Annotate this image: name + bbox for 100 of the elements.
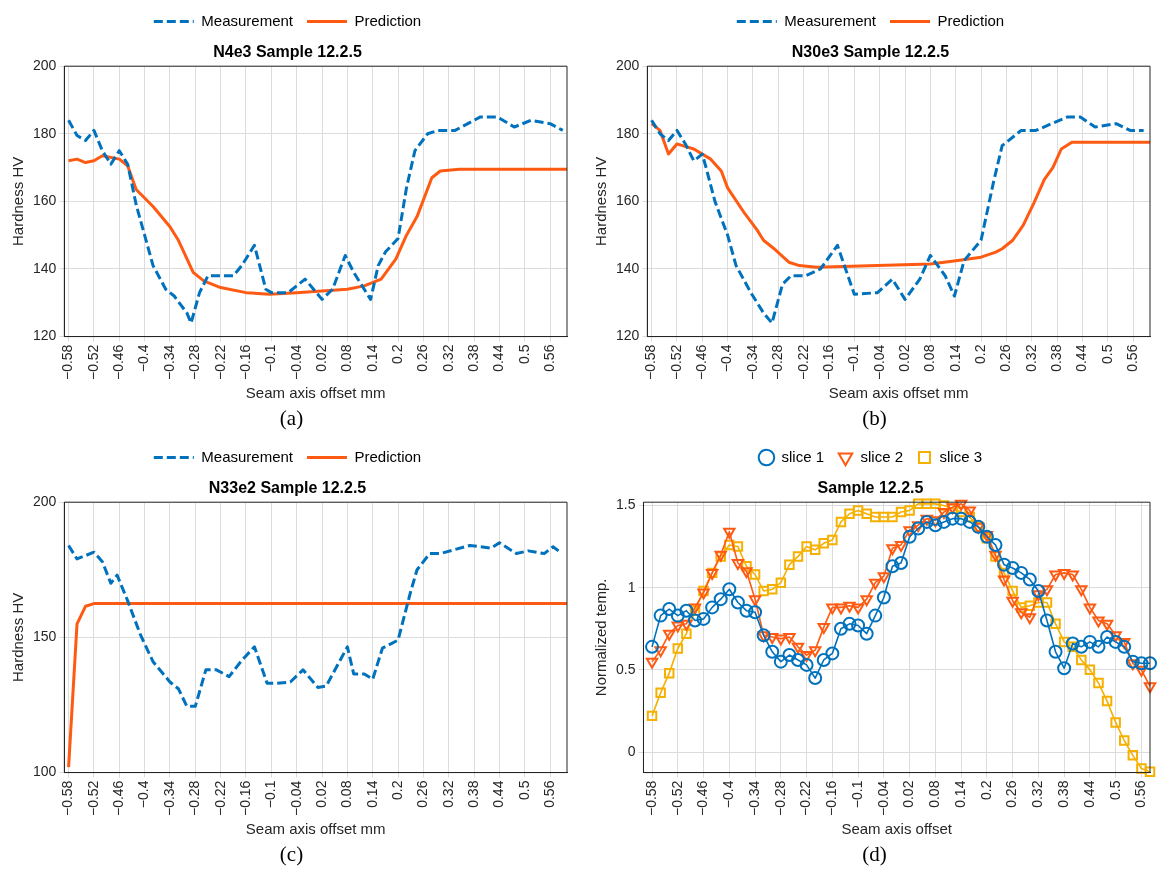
x-tick-label: −0.58 — [59, 344, 76, 381]
point — [877, 572, 891, 584]
point — [1032, 590, 1045, 602]
point — [1117, 639, 1132, 654]
point — [1015, 602, 1027, 613]
point — [645, 657, 659, 669]
point — [687, 613, 702, 628]
legend-label: slice 2 — [860, 447, 904, 465]
x-tick-label: 0.08 — [338, 344, 355, 372]
legend-label: Prediction — [354, 11, 422, 29]
x-tick-label: −0.22 — [797, 780, 814, 817]
point — [1065, 636, 1080, 651]
y-axis-title: Hardness HV — [592, 156, 610, 246]
point — [783, 632, 796, 644]
x-tick-label: 0.14 — [363, 344, 380, 372]
point — [1092, 616, 1105, 628]
point — [928, 518, 943, 533]
x-tick-label: −0.52 — [668, 780, 685, 817]
line-series — [650, 115, 1146, 325]
point — [1024, 600, 1036, 611]
point — [861, 508, 872, 519]
point — [886, 544, 899, 556]
point — [1126, 659, 1140, 671]
x-tick-label: 0.5 — [1098, 344, 1115, 365]
point — [713, 592, 728, 607]
point — [870, 511, 881, 523]
x-tick-label: −0.16 — [823, 780, 840, 817]
line-series — [67, 541, 561, 708]
point — [843, 601, 856, 613]
point — [741, 561, 752, 572]
x-axis-title: Seam axis offset — [841, 820, 953, 838]
y-tick-label: 1.5 — [615, 496, 636, 513]
y-axis-title: Hardness HV — [9, 592, 27, 682]
x-tick-label: −0.28 — [769, 344, 786, 381]
point — [1006, 596, 1019, 608]
point — [945, 511, 960, 526]
point — [903, 526, 916, 538]
point — [998, 567, 1010, 579]
point — [827, 534, 838, 546]
x-tick-label: 0.44 — [1073, 344, 1090, 372]
x-tick-label: −0.04 — [874, 780, 891, 817]
point — [732, 541, 744, 552]
x-tick-label: −0.22 — [211, 780, 228, 817]
point — [818, 538, 829, 549]
point — [670, 608, 685, 623]
x-tick-label: 0.56 — [1132, 780, 1149, 808]
point — [1048, 644, 1063, 659]
x-tick-label: 0.14 — [951, 780, 968, 808]
point — [749, 569, 761, 580]
chart-title: Sample 12.2.5 — [817, 479, 924, 497]
point — [859, 626, 874, 641]
point — [792, 551, 804, 562]
point — [662, 602, 677, 617]
point — [663, 629, 676, 641]
y-axis-title: Normalized temp. — [592, 578, 610, 697]
legend-label: slice 1 — [781, 447, 825, 465]
point — [740, 567, 753, 579]
point — [869, 578, 882, 590]
x-tick-label: 0.44 — [490, 780, 507, 808]
x-tick-label: −0.28 — [186, 780, 203, 817]
point — [681, 628, 692, 639]
x-tick-label: −0.1 — [845, 344, 862, 373]
legend-label: Measurement — [201, 11, 294, 29]
point — [1057, 661, 1072, 676]
x-tick-label: 0.02 — [895, 344, 912, 372]
x-tick-label: 0.2 — [977, 780, 994, 801]
text: (c) — [279, 841, 304, 867]
x-tick-label: 0.38 — [1055, 780, 1072, 808]
point — [680, 619, 693, 631]
x-axis-title: Seam axis offset mm — [245, 820, 386, 838]
point — [679, 603, 694, 618]
point — [1074, 639, 1089, 654]
point — [758, 585, 769, 597]
x-tick-label: −0.04 — [870, 344, 887, 381]
point — [844, 508, 855, 519]
x-tick-label: −0.16 — [236, 780, 253, 817]
y-tick-label: 100 — [33, 763, 57, 780]
x-tick-label: −0.4 — [135, 780, 152, 809]
y-tick-label: 0.5 — [615, 660, 636, 677]
point — [773, 654, 788, 669]
point — [765, 644, 780, 659]
point — [1144, 766, 1156, 777]
x-tick-label: 0.26 — [997, 344, 1014, 372]
point — [748, 605, 763, 620]
x-tick-label: −0.1 — [262, 344, 279, 373]
point — [878, 511, 890, 523]
point — [1014, 565, 1029, 580]
x-axis-title: Seam axis offset mm — [245, 384, 386, 402]
x-tick-label: −0.52 — [84, 780, 101, 817]
x-tick-label: −0.34 — [160, 344, 177, 381]
point — [817, 623, 830, 635]
x-tick-label: 0.38 — [1047, 344, 1064, 372]
point — [808, 671, 823, 686]
y-tick-label: 140 — [33, 259, 57, 276]
point — [808, 646, 822, 658]
point — [1083, 603, 1097, 615]
y-tick-label: 120 — [33, 327, 57, 344]
chart-title: N4e3 Sample 12.2.5 — [213, 43, 362, 61]
x-tick-label: 0.32 — [1029, 780, 1046, 808]
point — [835, 516, 847, 528]
